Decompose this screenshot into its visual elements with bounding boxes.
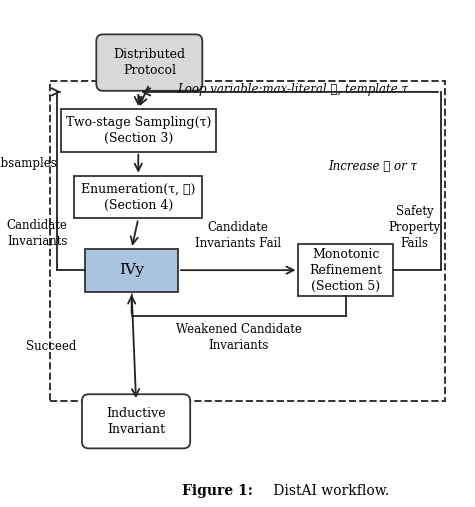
Text: Weakened Candidate
Invariants: Weakened Candidate Invariants bbox=[176, 323, 302, 352]
Text: Safety
Property
Fails: Safety Property Fails bbox=[388, 205, 440, 250]
FancyBboxPatch shape bbox=[96, 34, 202, 91]
Text: IVy: IVy bbox=[119, 263, 144, 277]
FancyBboxPatch shape bbox=[298, 244, 393, 296]
FancyBboxPatch shape bbox=[61, 109, 216, 152]
Text: Subsamples: Subsamples bbox=[0, 157, 57, 170]
FancyBboxPatch shape bbox=[74, 175, 202, 219]
Text: DistAI workflow.: DistAI workflow. bbox=[268, 485, 389, 498]
Text: Candidate
Invariants: Candidate Invariants bbox=[7, 219, 67, 248]
FancyBboxPatch shape bbox=[86, 249, 178, 292]
FancyBboxPatch shape bbox=[82, 394, 190, 448]
Text: Succeed: Succeed bbox=[26, 340, 76, 353]
Text: Loop variable:max-literal ℓ, template τ: Loop variable:max-literal ℓ, template τ bbox=[177, 83, 408, 96]
Text: Distributed
Protocol: Distributed Protocol bbox=[113, 48, 185, 77]
Text: Increase ℓ or τ: Increase ℓ or τ bbox=[328, 160, 417, 173]
Text: Enumeration(τ, ℓ)
(Section 4): Enumeration(τ, ℓ) (Section 4) bbox=[81, 183, 195, 211]
Text: Figure 1:: Figure 1: bbox=[182, 485, 253, 498]
Text: Two-stage Sampling(τ)
(Section 3): Two-stage Sampling(τ) (Section 3) bbox=[66, 116, 211, 145]
Text: Inductive
Invariant: Inductive Invariant bbox=[106, 407, 166, 436]
Text: Candidate
Invariants Fail: Candidate Invariants Fail bbox=[195, 221, 281, 250]
Bar bbox=[50, 81, 445, 401]
Text: Monotonic
Refinement
(Section 5): Monotonic Refinement (Section 5) bbox=[309, 247, 382, 293]
